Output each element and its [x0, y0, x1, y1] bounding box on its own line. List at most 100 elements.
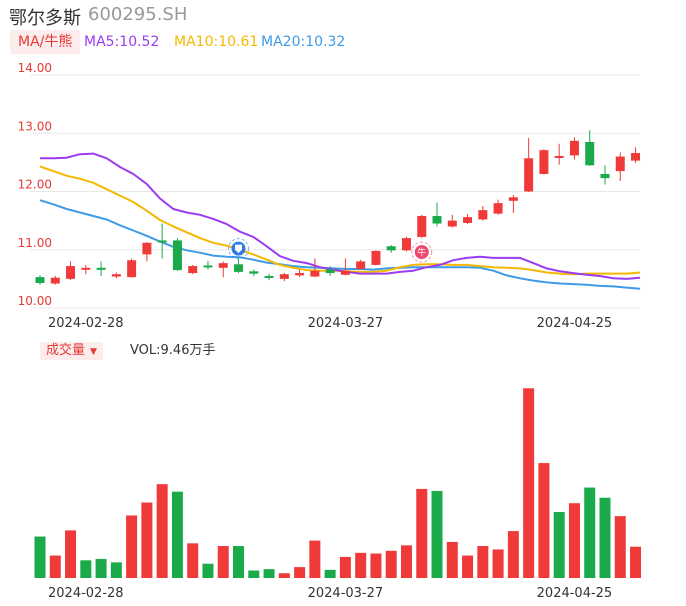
- candle-up: [463, 214, 473, 225]
- candle-body: [401, 238, 411, 251]
- volume-bar-up: [278, 573, 290, 578]
- y-tick-label: 14.00: [18, 61, 52, 75]
- candle-up: [142, 242, 152, 262]
- x-tick-label: 2024-02-28: [48, 316, 124, 331]
- volume-value: VOL:9.46万手: [130, 343, 216, 358]
- volume-bar-up: [355, 552, 367, 578]
- candle-up: [218, 261, 228, 278]
- stock-name: 鄂尔多斯: [9, 8, 81, 29]
- volume-bar-down: [584, 487, 596, 578]
- volume-bar-down: [263, 569, 275, 578]
- candle-body: [203, 265, 213, 268]
- candle-body: [81, 267, 91, 270]
- candle-down: [172, 238, 182, 271]
- y-tick-label: 10.00: [18, 294, 52, 308]
- ma-mode-toggle[interactable]: MA/牛熊: [10, 30, 81, 54]
- candle-body: [539, 150, 549, 175]
- candle-up: [493, 199, 503, 215]
- marker-label: 牛: [417, 247, 426, 259]
- candle-body: [600, 174, 610, 179]
- ma10-line: [39, 165, 641, 276]
- volume-bar-up: [538, 463, 550, 578]
- caret-down-icon: ▼: [90, 347, 97, 357]
- indicator-dropdown[interactable]: 成交量 ▼: [40, 342, 103, 360]
- candle-down: [96, 261, 106, 276]
- ma5-label: MA5:10.52: [84, 34, 160, 50]
- volume-bar-down: [324, 569, 336, 578]
- candle-up: [188, 264, 198, 275]
- candle-body: [127, 260, 137, 278]
- candle-up: [615, 152, 625, 182]
- candle-body: [325, 269, 335, 274]
- candle-down: [600, 165, 610, 185]
- candle-body: [35, 277, 45, 283]
- candle-body: [493, 203, 503, 214]
- candles: [35, 130, 641, 285]
- ma-lines: [39, 152, 641, 290]
- candle-body: [310, 270, 320, 277]
- candle-down: [157, 223, 167, 259]
- candle-body: [569, 140, 579, 156]
- ma10-label: MA10:10.61: [174, 34, 259, 50]
- candle-body: [50, 277, 60, 284]
- volume-bar-up: [294, 567, 306, 578]
- volume-bar-up: [507, 531, 519, 578]
- marker-glyph: [235, 244, 243, 254]
- candle-body: [631, 153, 641, 161]
- volume-bar-up: [385, 550, 397, 578]
- signal-markers: 牛: [228, 238, 433, 263]
- candle-down: [264, 273, 274, 281]
- candle-down: [203, 260, 213, 270]
- price-grid: [30, 74, 640, 309]
- candle-up: [340, 258, 350, 276]
- price-date-axis: 2024-02-28 2024-03-27 2024-04-25: [48, 316, 612, 331]
- candle-down: [249, 269, 259, 276]
- candle-body: [386, 246, 396, 251]
- candle-up: [447, 214, 457, 228]
- volume-bar-up: [49, 555, 61, 578]
- ma20-line: [39, 199, 641, 290]
- candle-down: [432, 202, 442, 227]
- candle-body: [371, 250, 381, 265]
- volume-bar-up: [630, 546, 642, 578]
- candle-body: [218, 263, 228, 268]
- volume-bar-down: [80, 560, 92, 578]
- candle-up: [111, 272, 121, 279]
- volume-bar-up: [126, 515, 138, 578]
- candle-down: [585, 130, 595, 166]
- candle-up: [356, 259, 366, 270]
- candle-body: [356, 261, 366, 269]
- candle-up: [631, 147, 641, 163]
- indicator-dropdown-label: 成交量: [46, 343, 86, 358]
- stock-code: 600295.SH: [88, 4, 188, 25]
- candle-up: [569, 137, 579, 160]
- candle-body: [279, 274, 289, 279]
- candle-body: [478, 210, 488, 220]
- x-tick-label: 2024-03-27: [308, 586, 384, 601]
- volume-bar-down: [431, 490, 443, 578]
- candle-up: [295, 269, 305, 278]
- candle-body: [66, 266, 76, 279]
- volume-bar-up: [370, 553, 382, 578]
- candle-body: [295, 273, 305, 276]
- candle-up: [50, 275, 60, 285]
- candle-body: [111, 274, 121, 277]
- volume-bar-down: [110, 562, 122, 578]
- volume-bar-up: [614, 516, 626, 578]
- candle-up: [417, 214, 427, 239]
- x-tick-label: 2024-04-25: [537, 316, 613, 331]
- candle-up: [371, 250, 381, 266]
- marker-dot: [414, 245, 429, 260]
- volume-bar-up: [416, 488, 428, 578]
- candle-up: [554, 143, 564, 165]
- candle-body: [188, 266, 198, 274]
- candle-down: [386, 245, 396, 253]
- volume-bar-up: [217, 546, 229, 578]
- y-tick-label: 13.00: [18, 119, 52, 133]
- volume-bar-up: [187, 543, 199, 578]
- volume-bar-down: [233, 546, 245, 578]
- x-tick-label: 2024-02-28: [48, 586, 124, 601]
- volume-bar-down: [95, 558, 107, 578]
- price-axis: 14.00 13.00 12.00 11.00 10.00: [18, 61, 52, 308]
